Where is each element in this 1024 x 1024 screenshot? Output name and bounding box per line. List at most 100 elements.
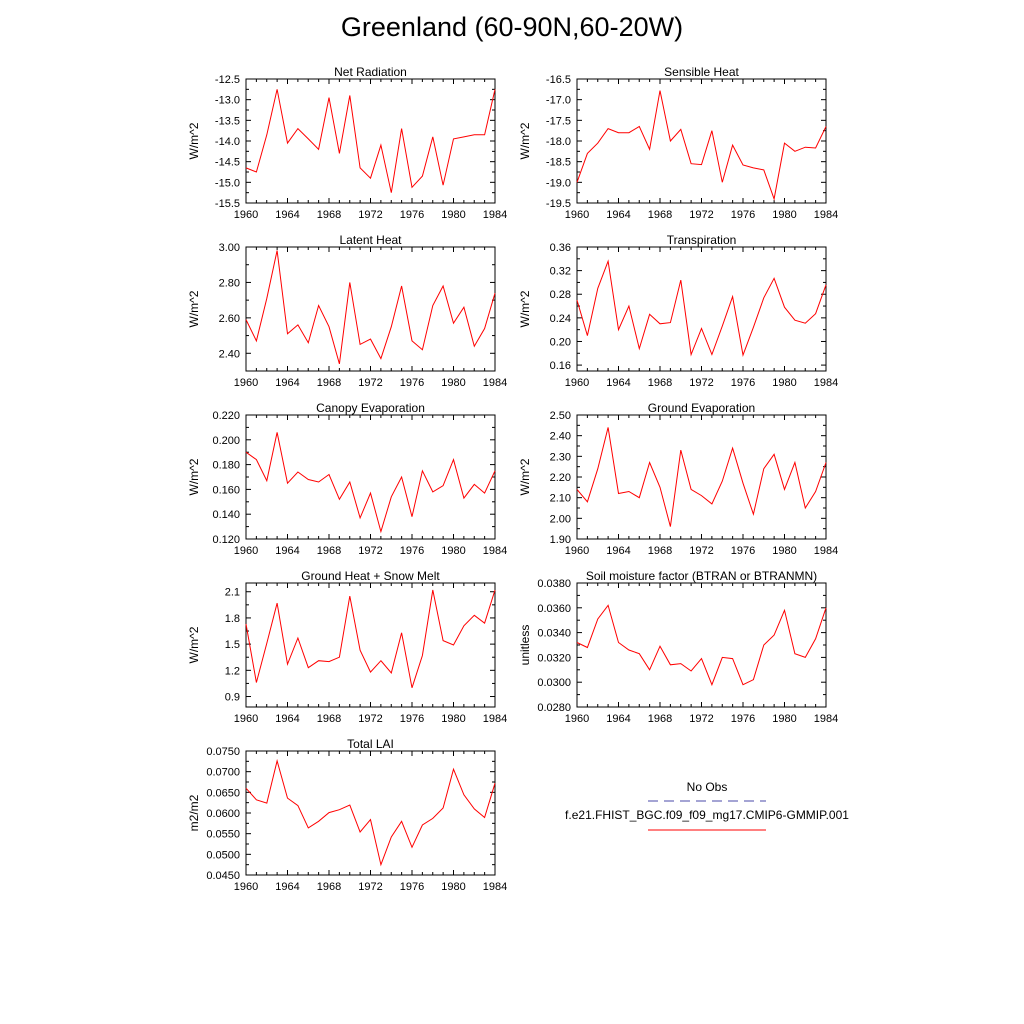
x-tick-label: 1976: [731, 377, 755, 389]
panel-5: Canopy Evaporation 1960 1964 1968 1972 1976 19…: [187, 401, 507, 557]
x-tick-label: 1984: [483, 377, 507, 389]
panel-title: Ground Heat + Snow Melt: [301, 569, 440, 583]
x-tick-label: 1960: [234, 545, 258, 557]
y-tick-label: 1.2: [225, 665, 240, 677]
y-tick-label: 2.30: [550, 451, 571, 463]
series-line: [245, 89, 496, 193]
panel-8: Soil moisture factor (BTRAN or BTRANMN) 1…: [518, 569, 838, 725]
y-tick-label: 0.9: [225, 692, 240, 704]
x-tick-label: 1960: [565, 713, 589, 725]
x-tick-label: 1984: [814, 713, 838, 725]
plot-frame: [576, 246, 827, 372]
x-tick-label: 1968: [317, 713, 341, 725]
y-tick-label: -15.0: [215, 177, 240, 189]
y-tick-label: -17.0: [546, 95, 571, 107]
y-tick-label: -14.0: [215, 136, 240, 148]
panel-2: Sensible Heat 1960 1964 1968 1972 1976 1980 198…: [518, 65, 838, 221]
plot-frame: [576, 414, 827, 540]
legend-label-model: f.e21.FHIST_BGC.f09_f09_mg17.CMIP6-GMMIP…: [565, 808, 849, 822]
panel-title: Transpiration: [667, 233, 737, 247]
y-tick-label: 1.5: [225, 639, 240, 651]
x-tick-label: 1972: [689, 209, 713, 221]
y-tick-label: 0.0340: [537, 628, 571, 640]
series-line: [576, 427, 827, 527]
panel-title: Sensible Heat: [664, 65, 739, 79]
y-axis-label: m2/m2: [187, 794, 201, 831]
y-tick-label: -19.5: [546, 198, 571, 210]
series-line: [245, 589, 496, 688]
panel-6: Ground Evaporation 1960 1964 1968 1972 1976 19…: [518, 401, 838, 557]
x-tick-label: 1964: [275, 713, 299, 725]
plot-frame: [245, 414, 496, 540]
y-tick-label: 2.40: [219, 348, 240, 360]
y-tick-label: -17.5: [546, 115, 571, 127]
series-line: [576, 604, 827, 687]
y-tick-label: 2.50: [550, 410, 571, 422]
x-tick-label: 1972: [689, 713, 713, 725]
y-tick-label: 0.0500: [206, 849, 240, 861]
y-tick-label: 0.0550: [206, 829, 240, 841]
figure-title: Greenland (60-90N,60-20W): [340, 12, 684, 42]
y-tick-label: 0.0280: [537, 702, 571, 714]
y-tick-label: 0.140: [212, 509, 240, 521]
x-tick-label: 1984: [483, 881, 507, 893]
legend-label-no-obs: No Obs: [687, 780, 728, 794]
x-tick-label: 1964: [606, 713, 630, 725]
y-tick-label: 0.32: [550, 266, 571, 278]
x-tick-label: 1964: [275, 545, 299, 557]
x-tick-label: 1960: [565, 545, 589, 557]
y-axis-label: W/m^2: [187, 626, 201, 663]
x-tick-label: 1976: [400, 881, 424, 893]
panel-title: Ground Evaporation: [648, 401, 755, 415]
y-tick-label: 0.0450: [206, 870, 240, 882]
y-axis-label: W/m^2: [518, 290, 532, 327]
x-tick-label: 1960: [234, 209, 258, 221]
y-tick-label: 0.0600: [206, 808, 240, 820]
y-tick-label: 2.80: [219, 277, 240, 289]
y-tick-label: 2.40: [550, 431, 571, 443]
y-tick-label: 0.220: [212, 410, 240, 422]
y-axis-label: unitless: [518, 625, 532, 666]
x-tick-label: 1976: [731, 713, 755, 725]
x-tick-label: 1972: [689, 545, 713, 557]
plot-frame: [576, 582, 827, 708]
x-tick-label: 1980: [772, 209, 796, 221]
y-tick-label: 3.00: [219, 242, 240, 254]
y-tick-label: 0.24: [550, 313, 571, 325]
x-tick-label: 1972: [358, 377, 382, 389]
y-tick-label: -15.5: [215, 198, 240, 210]
plot-frame: [245, 582, 496, 708]
x-tick-label: 1980: [441, 545, 465, 557]
y-tick-label: 2.00: [550, 513, 571, 525]
x-tick-label: 1964: [275, 209, 299, 221]
x-tick-label: 1968: [648, 545, 672, 557]
y-tick-label: 0.0650: [206, 787, 240, 799]
x-tick-label: 1960: [234, 713, 258, 725]
y-tick-label: 0.28: [550, 289, 571, 301]
y-tick-label: 0.20: [550, 336, 571, 348]
y-tick-label: -18.0: [546, 136, 571, 148]
y-tick-label: 0.120: [212, 534, 240, 546]
y-tick-label: 0.200: [212, 435, 240, 447]
x-tick-label: 1968: [648, 377, 672, 389]
y-axis-label: W/m^2: [187, 122, 201, 159]
x-tick-label: 1960: [565, 209, 589, 221]
x-tick-label: 1960: [565, 377, 589, 389]
y-tick-label: 1.8: [225, 613, 240, 625]
y-tick-label: 1.90: [550, 534, 571, 546]
plot-frame: [245, 78, 496, 204]
x-tick-label: 1972: [689, 377, 713, 389]
x-tick-label: 1976: [731, 209, 755, 221]
x-tick-label: 1976: [400, 209, 424, 221]
x-tick-label: 1980: [441, 209, 465, 221]
x-tick-label: 1984: [814, 209, 838, 221]
y-axis-label: W/m^2: [518, 122, 532, 159]
y-tick-label: -19.0: [546, 177, 571, 189]
x-tick-label: 1964: [275, 881, 299, 893]
x-tick-label: 1980: [441, 377, 465, 389]
x-tick-label: 1984: [483, 209, 507, 221]
x-tick-label: 1980: [772, 713, 796, 725]
x-tick-label: 1972: [358, 545, 382, 557]
panel-1: Net Radiation 1960 1964 1968 1972 1976 1980 198…: [187, 65, 507, 221]
y-tick-label: 0.0380: [537, 578, 571, 590]
